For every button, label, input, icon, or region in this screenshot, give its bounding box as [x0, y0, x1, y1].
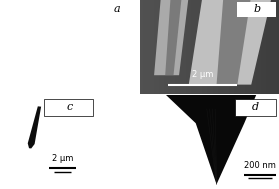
Text: b: b: [253, 4, 260, 14]
Text: 10 μm: 10 μm: [21, 70, 48, 79]
Polygon shape: [189, 0, 272, 85]
Text: a: a: [114, 4, 121, 14]
Polygon shape: [165, 0, 182, 75]
Text: 2 μm: 2 μm: [52, 154, 73, 163]
Text: 200 nm: 200 nm: [244, 161, 276, 170]
Text: 2 μm: 2 μm: [192, 70, 213, 79]
Polygon shape: [154, 0, 189, 75]
Polygon shape: [28, 106, 41, 148]
Bar: [44, 99, 93, 116]
Polygon shape: [217, 0, 251, 85]
Text: d: d: [252, 102, 259, 112]
Bar: [235, 99, 276, 116]
Bar: [237, 2, 276, 17]
Text: c: c: [66, 102, 73, 112]
Polygon shape: [161, 90, 258, 184]
Bar: [100, 2, 135, 17]
